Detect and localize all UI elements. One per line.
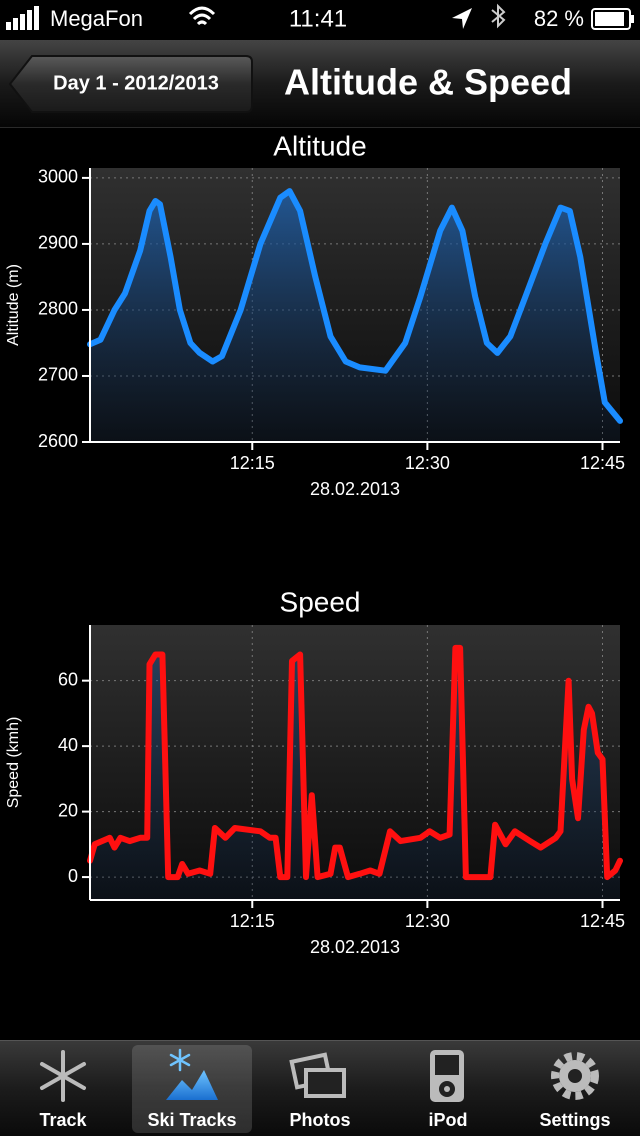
x-tick-label: 12:15 [230,911,275,931]
tab-label[interactable]: Photos [290,1110,351,1130]
nav-title: Altitude & Speed [284,62,572,103]
tab-bar: Track Ski Tracks Photos iPod Settings [0,1040,640,1136]
settings-icon [551,1052,599,1100]
y-tick-label: 0 [68,866,78,886]
x-tick-label: 12:45 [580,453,625,473]
y-tick-label: 2900 [38,233,78,253]
y-tick-label: 2600 [38,431,78,451]
tab-highlight [132,1045,252,1133]
photos-icon [289,1052,346,1098]
back-label[interactable]: Day 1 - 2012/2013 [53,72,219,94]
tab-label[interactable]: Track [39,1110,87,1130]
y-tick-label: 3000 [38,167,78,187]
ski-tracks-icon [166,1048,218,1100]
charts: Altitude Altitude (m) 28.02.2013 2600 2700 28… [5,130,625,956]
carrier: MegaFon [50,6,143,31]
track-icon [40,1050,86,1102]
x-tick-label: 12:45 [580,911,625,931]
chart: Altitude Altitude (m) 28.02.2013 2600 2700 28… [5,130,625,498]
y-tick-label: 20 [58,800,78,820]
y-tick-label: 2800 [38,299,78,319]
x-axis-label: 28.02.2013 [310,937,400,957]
chart-title: Altitude [273,130,366,161]
x-tick-label: 12:15 [230,453,275,473]
nav-bar: Day 1 - 2012/2013 Altitude & Speed [0,40,640,128]
area [90,191,620,442]
y-tick-label: 40 [58,735,78,755]
y-axis-label: Altitude (m) [5,264,22,346]
line [87,644,623,881]
ipod-icon [430,1050,464,1102]
y-tick-label: 60 [58,669,78,689]
battery-level: 82 % [534,6,584,31]
x-tick-label: 12:30 [405,453,450,473]
y-tick-label: 2700 [38,365,78,385]
chart: Speed Speed (kmh) 28.02.2013 0 20 40 60 12:15 12… [5,586,625,956]
x-tick-label: 12:30 [405,911,450,931]
tab-label[interactable]: Settings [539,1110,610,1130]
back-button[interactable] [8,55,253,113]
tab-label[interactable]: iPod [429,1110,468,1130]
status-bar: MegaFon 11:41 82 % [6,3,634,32]
clock: 11:41 [289,5,347,32]
tab-label[interactable]: Ski Tracks [147,1110,236,1130]
line [87,188,623,424]
chart-title: Speed [280,586,361,617]
y-axis-label: Speed (kmh) [5,717,22,809]
x-axis-label: 28.02.2013 [310,479,400,499]
